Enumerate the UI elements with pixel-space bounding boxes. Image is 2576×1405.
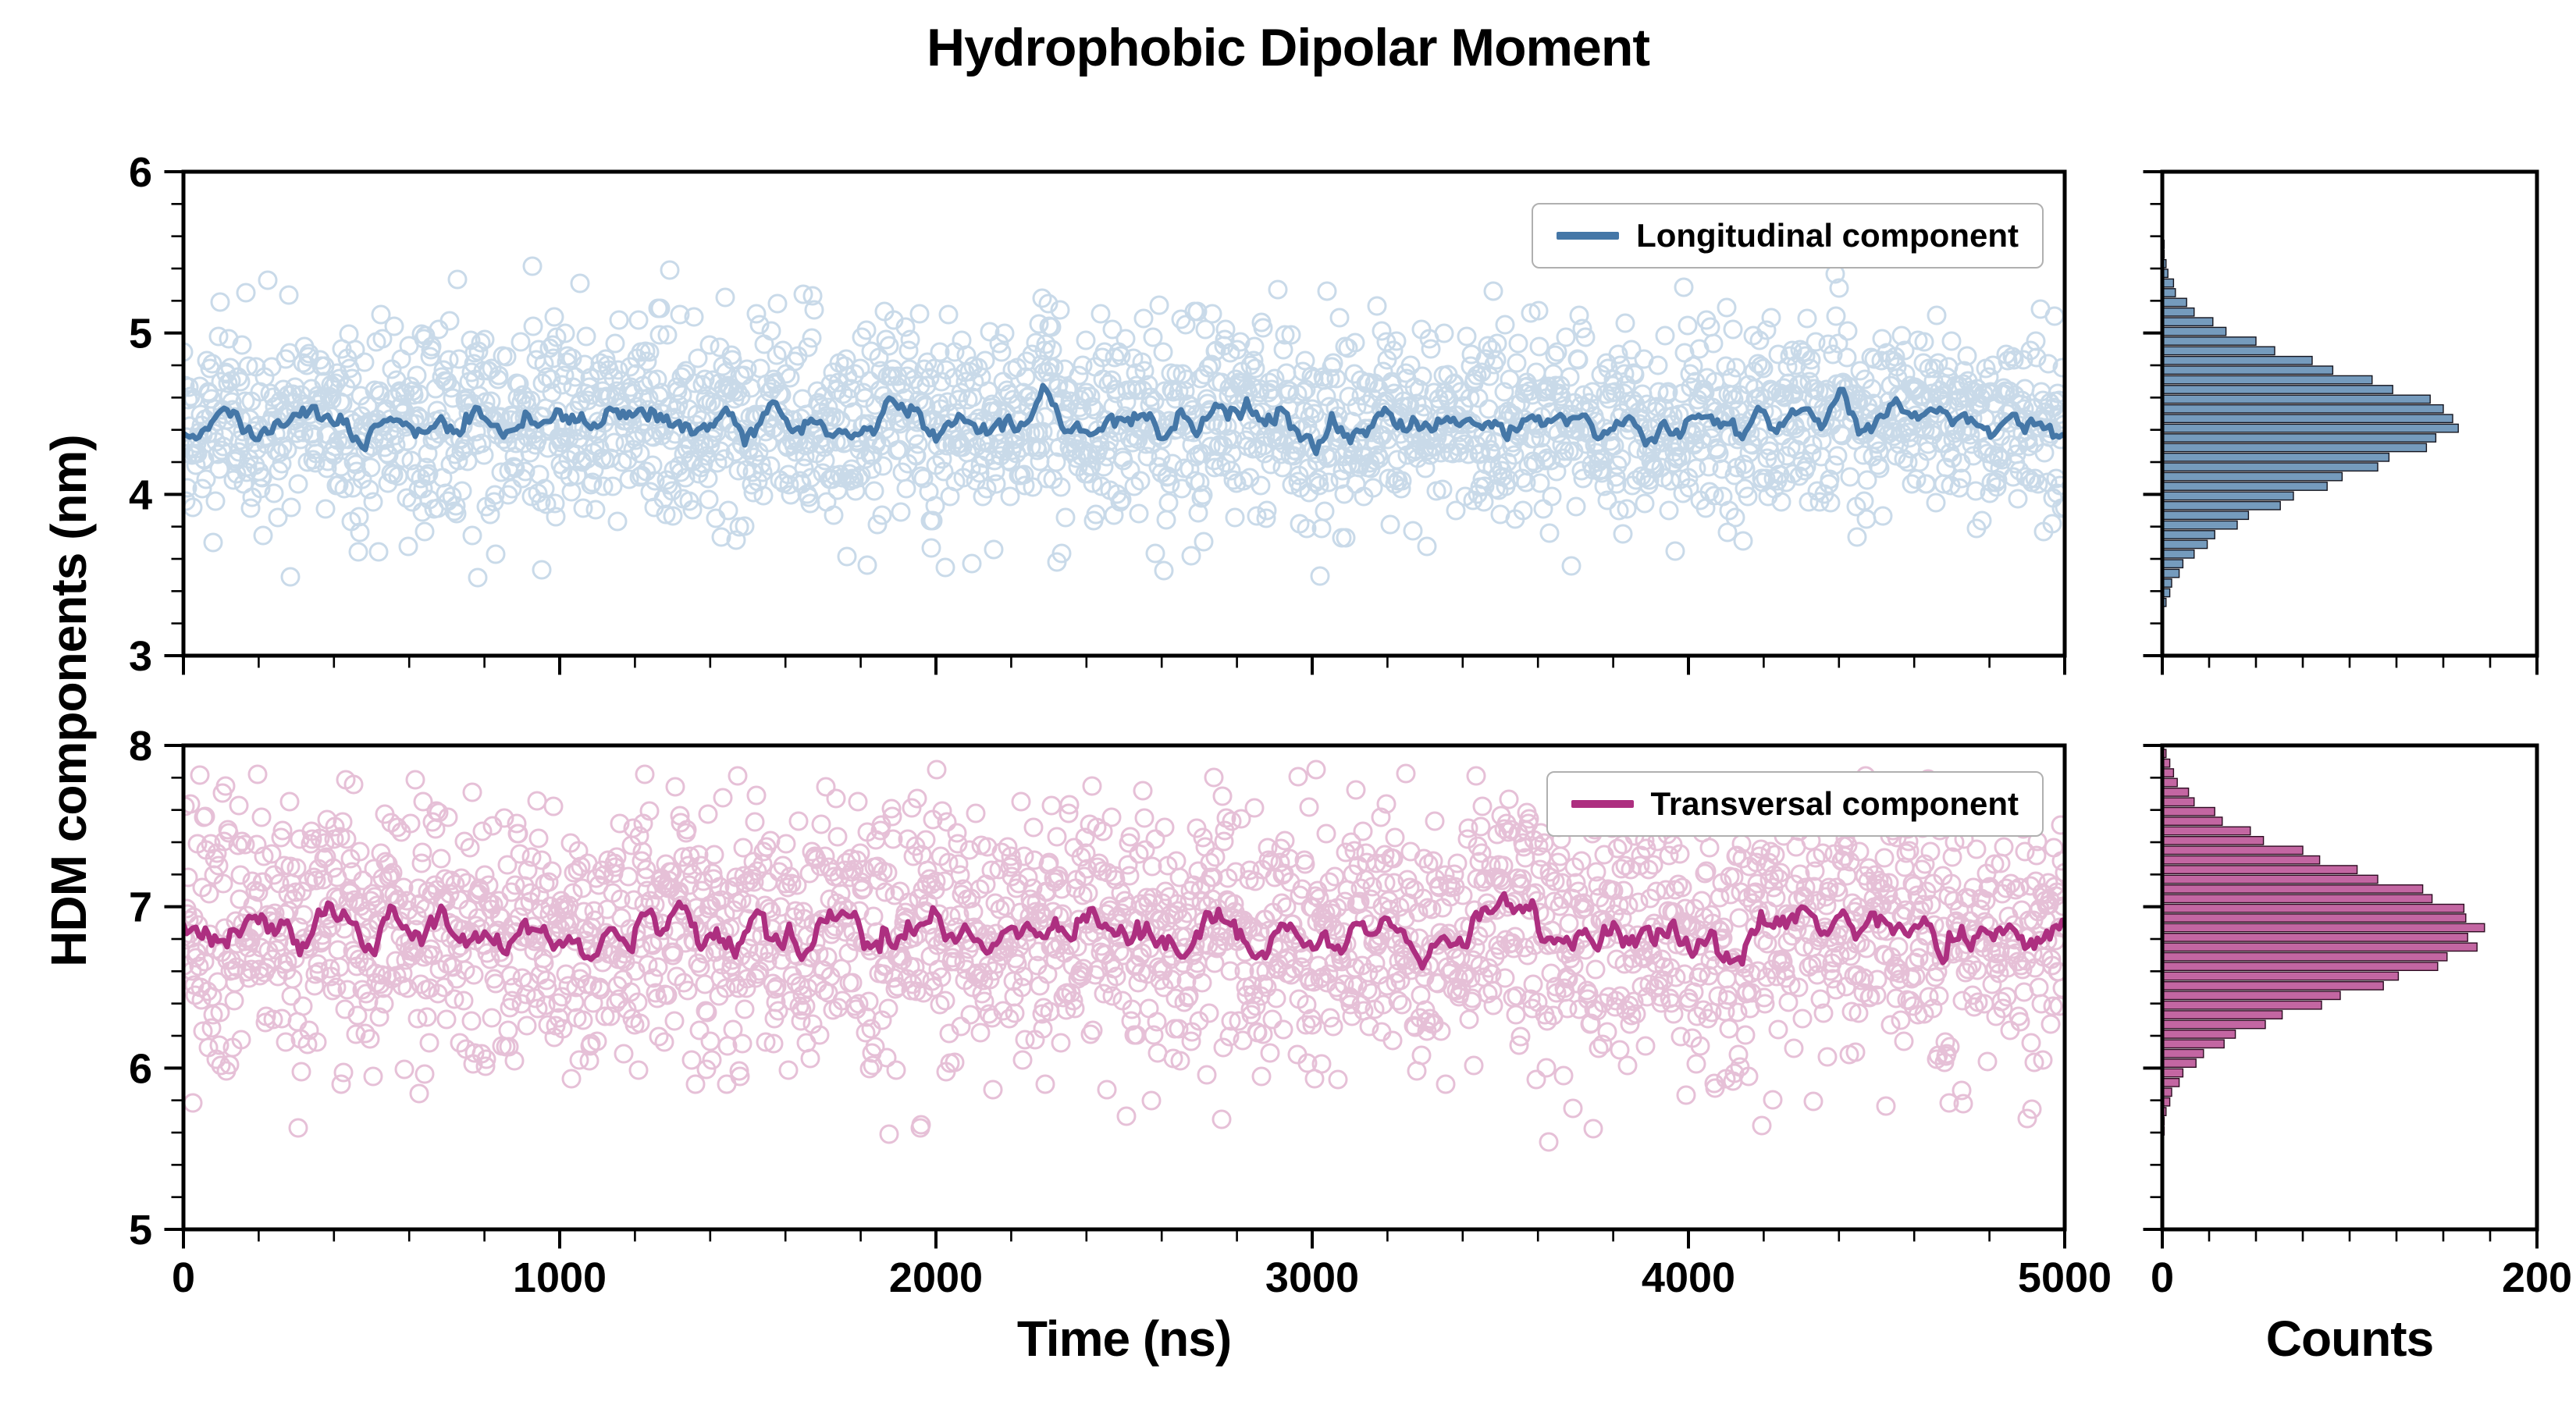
legend-swatch-transversal bbox=[1571, 800, 1634, 808]
legend-label-transversal: Transversal component bbox=[1650, 785, 2019, 822]
y-tick-label: 5 bbox=[129, 311, 152, 357]
x-tick-label: 1000 bbox=[513, 1254, 607, 1301]
x-tick-label: 3000 bbox=[1265, 1254, 1359, 1301]
legend-label-longitudinal: Longitudinal component bbox=[1636, 217, 2019, 254]
tick-labels-transversal: 5 6 7 8 0 1000 2000 3000 4000 5000 0 200 bbox=[129, 723, 2572, 1301]
x-tick-label: 0 bbox=[172, 1254, 195, 1301]
histogram-longitudinal bbox=[2161, 240, 2459, 607]
y-tick-label: 5 bbox=[129, 1207, 152, 1254]
histogram-transversal bbox=[2161, 749, 2485, 1136]
counts-tick-label: 0 bbox=[2151, 1254, 2174, 1301]
y-tick-label: 3 bbox=[129, 633, 152, 680]
x-axis-label-time: Time (ns) bbox=[1016, 1311, 1232, 1367]
y-axis-label: HDM components (nm) bbox=[41, 435, 97, 967]
y-tick-label: 7 bbox=[129, 884, 152, 931]
legend-swatch-longitudinal bbox=[1557, 232, 1620, 240]
y-tick-label: 4 bbox=[129, 471, 152, 518]
legend-transversal: Transversal component bbox=[1546, 771, 2044, 837]
y-tick-label: 6 bbox=[129, 1045, 152, 1092]
hist-frame-longitudinal bbox=[2160, 169, 2539, 658]
x-tick-label: 4000 bbox=[1642, 1254, 1735, 1301]
x-axis-label-counts: Counts bbox=[2265, 1311, 2434, 1367]
legend-longitudinal: Longitudinal component bbox=[1532, 203, 2044, 269]
x-tick-label: 5000 bbox=[2018, 1254, 2112, 1301]
ticks-longitudinal bbox=[164, 170, 2539, 675]
x-tick-label: 2000 bbox=[889, 1254, 983, 1301]
y-tick-label: 8 bbox=[129, 723, 152, 770]
ticks-transversal bbox=[164, 744, 2539, 1249]
tick-labels-longitudinal: 3 4 5 6 bbox=[129, 149, 152, 680]
panel-frame-longitudinal bbox=[181, 169, 2067, 658]
y-tick-label: 6 bbox=[129, 149, 152, 196]
hist-frame-transversal bbox=[2160, 743, 2539, 1232]
mean-line-longitudinal bbox=[183, 382, 2065, 457]
mean-line-transversal bbox=[183, 891, 2065, 971]
counts-tick-label: 200 bbox=[2502, 1254, 2572, 1301]
panel-frame-transversal bbox=[181, 743, 2067, 1232]
chart-title: Hydrophobic Dipolar Moment bbox=[927, 18, 1650, 77]
